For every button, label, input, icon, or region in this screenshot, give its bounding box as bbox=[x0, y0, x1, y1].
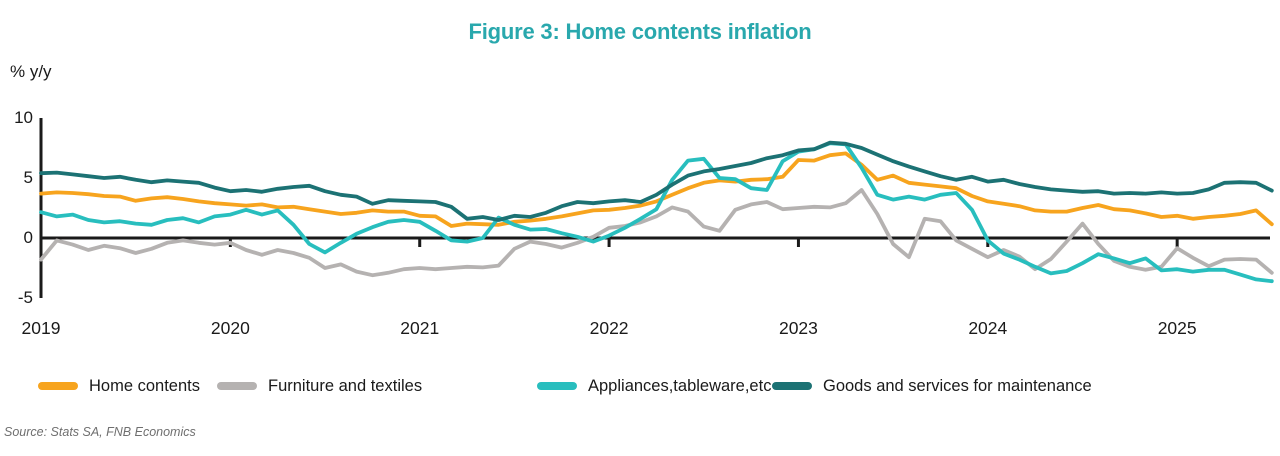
x-tick-label-2025: 2025 bbox=[1157, 318, 1197, 338]
y-axis-unit-label: % y/y bbox=[10, 62, 52, 81]
series-line-appliances-tableware-etc bbox=[39, 141, 1274, 284]
x-tick-label-2021: 2021 bbox=[400, 318, 440, 338]
x-tick-label-2023: 2023 bbox=[778, 318, 818, 338]
series-line-home-contents bbox=[39, 151, 1274, 228]
chart-title: Figure 3: Home contents inflation bbox=[468, 19, 812, 44]
series-line-furniture-and-textiles bbox=[39, 188, 1274, 278]
x-tick-label-2022: 2022 bbox=[589, 318, 629, 338]
y-tick-label-10: 10 bbox=[14, 108, 33, 127]
x-tick-label-2020: 2020 bbox=[210, 318, 250, 338]
y-tick-label--5: -5 bbox=[17, 288, 33, 307]
y-tick-label-5: 5 bbox=[23, 168, 33, 187]
y-tick-label-0: 0 bbox=[23, 228, 33, 247]
x-tick-label-2024: 2024 bbox=[968, 318, 1008, 338]
series-line-goods-and-services-for-maintenance bbox=[39, 140, 1274, 222]
x-tick-label-2019: 2019 bbox=[21, 318, 61, 338]
source-note: Source: Stats SA, FNB Economics bbox=[4, 425, 196, 439]
